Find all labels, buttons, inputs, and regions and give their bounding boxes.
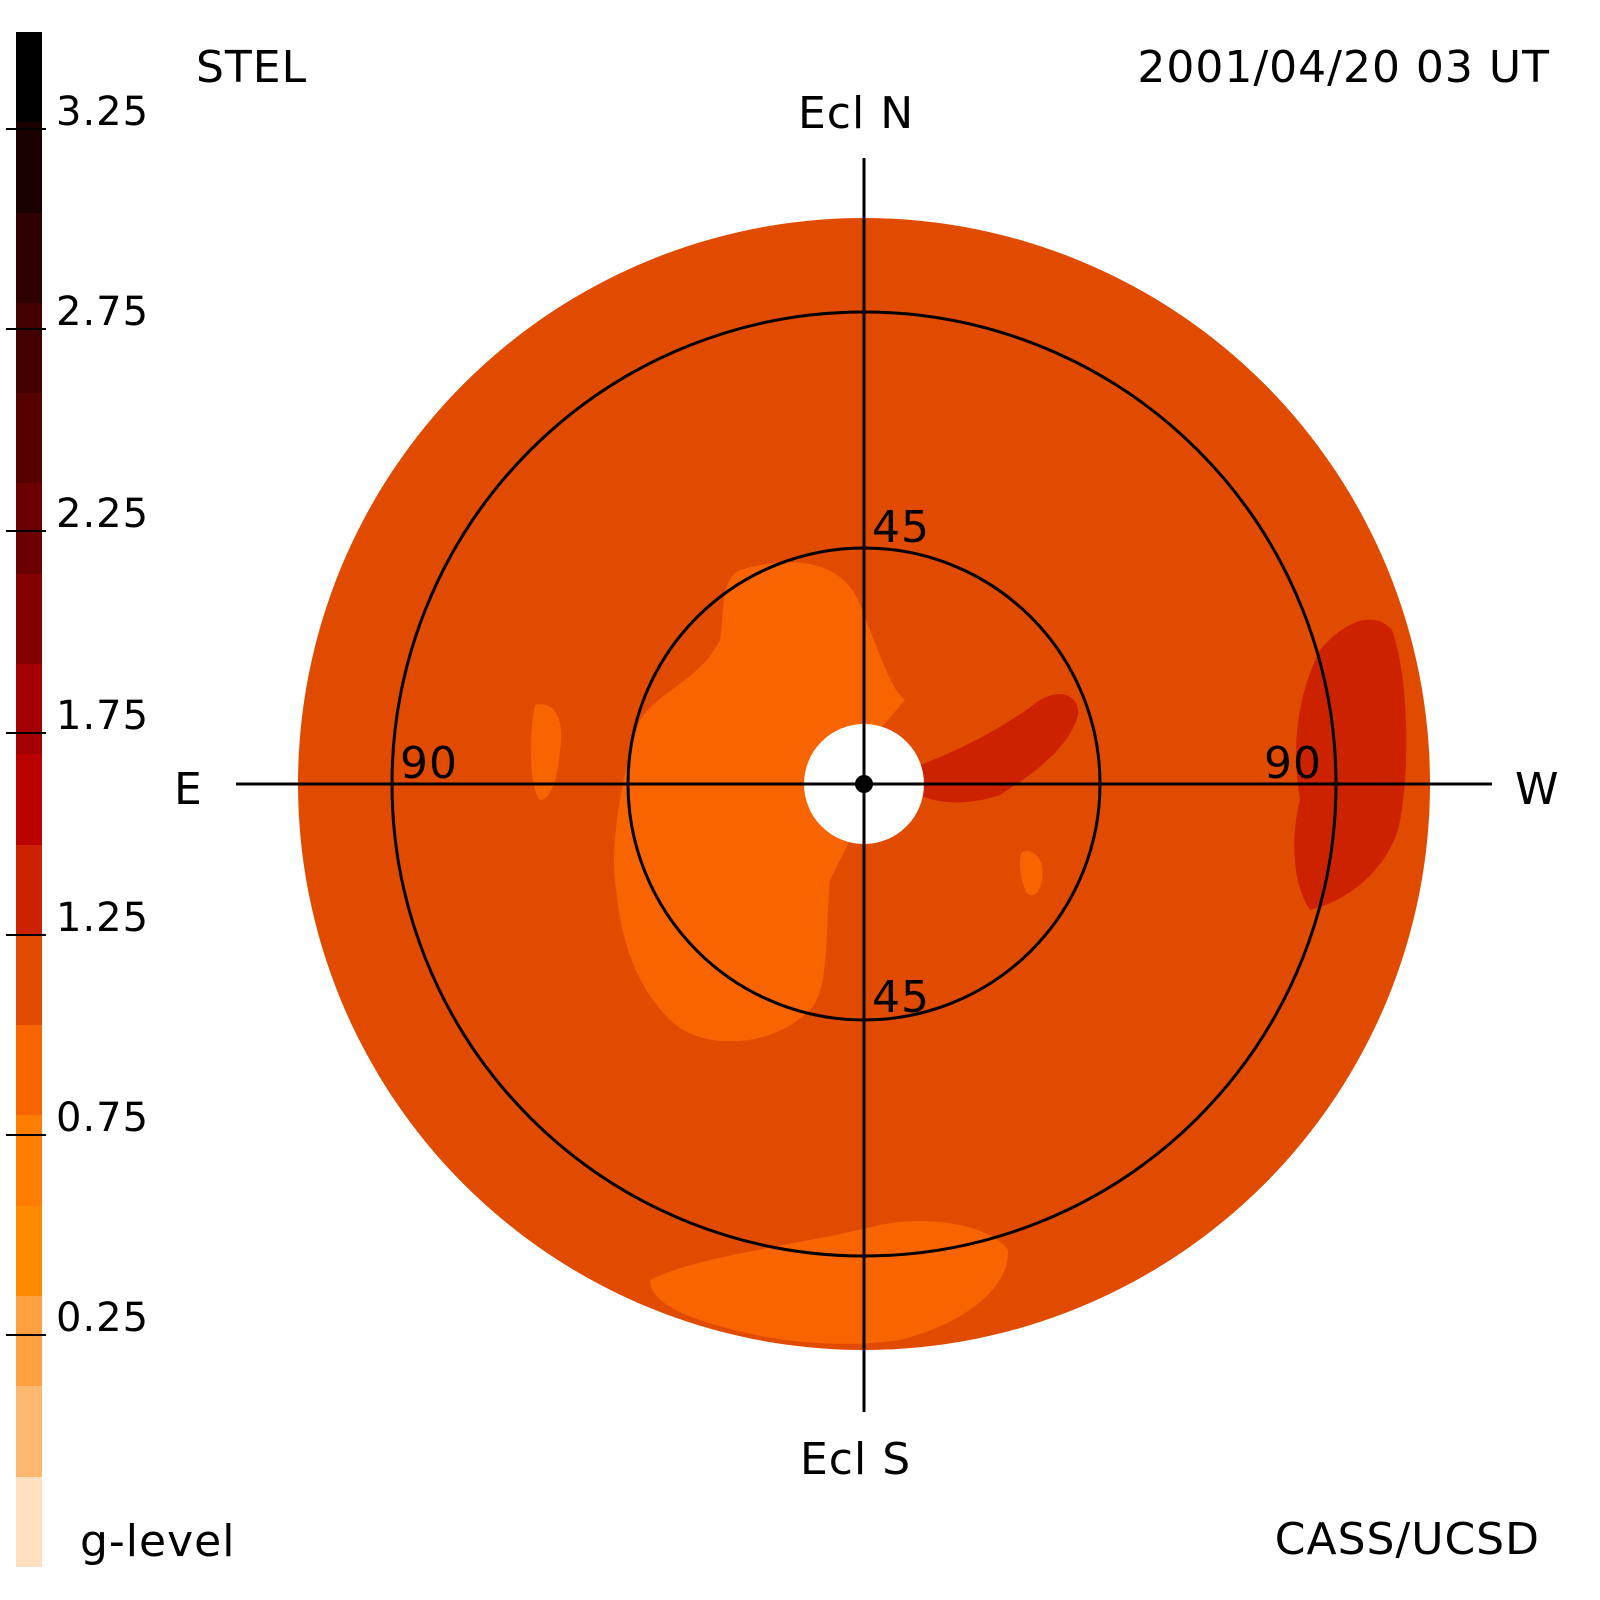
- colorbar-tick-label: 0.75: [56, 1095, 150, 1141]
- colorbar-segment: [16, 934, 42, 1026]
- colorbar-tick-mark: [6, 732, 46, 734]
- colorbar-segment: [16, 1205, 42, 1296]
- low-density-region-right: [1019, 851, 1043, 896]
- datetime-label: 2001/04/20 03 UT: [1137, 42, 1550, 93]
- ring-label-inner-top: 45: [872, 502, 930, 553]
- colorbar-tick-mark: [6, 128, 46, 130]
- ecliptic-south-label: Ecl S: [800, 1434, 912, 1485]
- colorbar-tick-label: 2.25: [56, 491, 150, 537]
- colorbar-tick-mark: [6, 1134, 46, 1136]
- colorbar-segment: [16, 483, 42, 574]
- colorbar-tick-label: 1.25: [56, 895, 150, 941]
- colorbar-segment: [16, 1476, 42, 1567]
- colorbar: [16, 32, 42, 1567]
- colorbar-segment: [16, 573, 42, 664]
- west-label: W: [1515, 764, 1560, 815]
- high-density-region-center: [920, 694, 1079, 803]
- colorbar-tick-label: 2.75: [56, 289, 150, 335]
- colorbar-segment: [16, 1115, 42, 1206]
- colorbar-segment: [16, 1295, 42, 1387]
- colorbar-tick-mark: [6, 328, 46, 330]
- ring-label-inner-bottom: 45: [872, 972, 930, 1023]
- colorbar-tick-mark: [6, 530, 46, 532]
- low-density-region-central: [614, 562, 905, 1042]
- ring-label-outer-left: 90: [400, 738, 458, 789]
- colorbar-segment: [16, 663, 42, 755]
- ring-label-outer-right: 90: [1264, 738, 1322, 789]
- colorbar-segment: [16, 212, 42, 303]
- east-label: E: [174, 764, 203, 815]
- colorbar-tick-label: 3.25: [56, 89, 150, 135]
- colorbar-tick-label: 0.25: [56, 1295, 150, 1341]
- ecliptic-north-label: Ecl N: [798, 88, 915, 139]
- low-density-region-left: [530, 704, 562, 800]
- colorbar-title: g-level: [80, 1516, 236, 1567]
- colorbar-segment: [16, 393, 42, 484]
- colorbar-segment: [16, 32, 42, 123]
- colorbar-segment: [16, 1025, 42, 1116]
- colorbar-segment: [16, 122, 42, 213]
- colorbar-segment: [16, 1386, 42, 1477]
- high-density-region-west: [1294, 619, 1407, 910]
- colorbar-segment: [16, 302, 42, 394]
- colorbar-segment: [16, 844, 42, 935]
- credit-label: CASS/UCSD: [1274, 1514, 1540, 1565]
- colorbar-tick-mark: [6, 1334, 46, 1336]
- sun-center-dot: [855, 775, 873, 793]
- colorbar-tick-label: 1.75: [56, 693, 150, 739]
- colorbar-tick-mark: [6, 934, 46, 936]
- colorbar-segment: [16, 754, 42, 845]
- instrument-label: STEL: [196, 42, 308, 93]
